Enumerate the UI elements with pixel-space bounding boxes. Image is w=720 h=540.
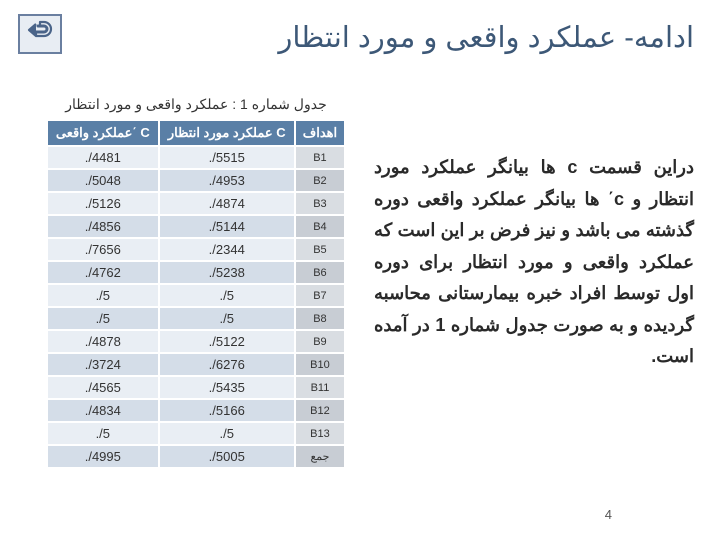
cell-actual: ./5: [47, 284, 159, 307]
cell-expected: ./5005: [159, 445, 295, 468]
cell-goal: B11: [295, 376, 345, 399]
cell-goal: B12: [295, 399, 345, 422]
cell-goal: B5: [295, 238, 345, 261]
cell-actual: ./4762: [47, 261, 159, 284]
cell-expected: ./5122: [159, 330, 295, 353]
cell-actual: ./4995: [47, 445, 159, 468]
u-turn-icon: [26, 20, 54, 49]
table-row: ./4762./5238B6: [47, 261, 345, 284]
table-row: ./4856./5144B4: [47, 215, 345, 238]
cell-expected: ./5: [159, 284, 295, 307]
cell-goal: B7: [295, 284, 345, 307]
cell-expected: ./5435: [159, 376, 295, 399]
col-goals: اهداف: [295, 120, 345, 146]
cell-actual: ./7656: [47, 238, 159, 261]
cell-expected: ./5: [159, 307, 295, 330]
table-row: ./4565./5435B11: [47, 376, 345, 399]
cell-goal: جمع: [295, 445, 345, 468]
cell-expected: ./5166: [159, 399, 295, 422]
table-row: ./5./5B8: [47, 307, 345, 330]
cell-goal: B13: [295, 422, 345, 445]
cell-actual: ./5048: [47, 169, 159, 192]
table-row: ./4878./5122B9: [47, 330, 345, 353]
cell-goal: B4: [295, 215, 345, 238]
cell-actual: ./4481: [47, 146, 159, 169]
performance-table: عملکرد واقعی΄ C عملکرد مورد انتظار C اهد…: [46, 119, 346, 469]
cell-expected: ./5238: [159, 261, 295, 284]
cell-goal: B9: [295, 330, 345, 353]
table-row: ./5048./4953B2: [47, 169, 345, 192]
cell-expected: ./5144: [159, 215, 295, 238]
cell-expected: ./4874: [159, 192, 295, 215]
page-title: ادامه- عملکرد واقعی و مورد انتظار: [278, 20, 694, 55]
col-actual: عملکرد واقعی΄ C: [47, 120, 159, 146]
cell-actual: ./4878: [47, 330, 159, 353]
cell-goal: B1: [295, 146, 345, 169]
cell-actual: ./3724: [47, 353, 159, 376]
table-row: ./5./5B13: [47, 422, 345, 445]
cell-goal: B8: [295, 307, 345, 330]
cell-expected: ./6276: [159, 353, 295, 376]
table-row: ./4481./5515B1: [47, 146, 345, 169]
cell-goal: B10: [295, 353, 345, 376]
table-container: جدول شماره 1 : عملکرد واقعی و مورد انتظا…: [46, 96, 346, 469]
cell-actual: ./5: [47, 422, 159, 445]
table-row: ./7656./2344B5: [47, 238, 345, 261]
cell-actual: ./4856: [47, 215, 159, 238]
page-number: 4: [605, 507, 612, 522]
description-text: دراین قسمت c ها بیانگر عملکرد مورد انتظا…: [374, 96, 694, 469]
cell-actual: ./4834: [47, 399, 159, 422]
col-expected: عملکرد مورد انتظار C: [159, 120, 295, 146]
cell-goal: B3: [295, 192, 345, 215]
table-row: ./5./5B7: [47, 284, 345, 307]
cell-goal: B2: [295, 169, 345, 192]
table-row: ./5126./4874B3: [47, 192, 345, 215]
table-row: ./4995./5005جمع: [47, 445, 345, 468]
cell-actual: ./5: [47, 307, 159, 330]
cell-expected: ./4953: [159, 169, 295, 192]
table-row: ./3724./6276B10: [47, 353, 345, 376]
cell-expected: ./2344: [159, 238, 295, 261]
cell-actual: ./4565: [47, 376, 159, 399]
cell-expected: ./5: [159, 422, 295, 445]
table-row: ./4834./5166B12: [47, 399, 345, 422]
cell-expected: ./5515: [159, 146, 295, 169]
back-button[interactable]: [18, 14, 62, 54]
content-area: دراین قسمت c ها بیانگر عملکرد مورد انتظا…: [0, 96, 720, 469]
table-caption: جدول شماره 1 : عملکرد واقعی و مورد انتظا…: [46, 96, 346, 113]
cell-actual: ./5126: [47, 192, 159, 215]
cell-goal: B6: [295, 261, 345, 284]
